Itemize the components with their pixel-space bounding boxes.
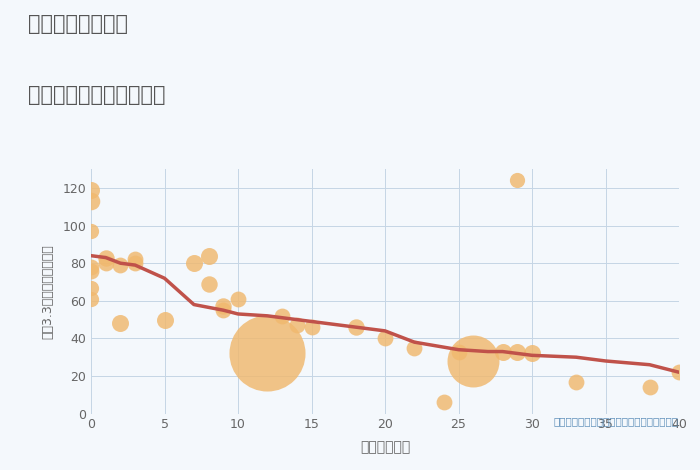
Point [85,267,97,274]
Point [276,312,288,320]
Point [409,344,420,352]
Y-axis label: 坪（3.3㎡）単価（万円）: 坪（3.3㎡）単価（万円） [41,244,54,339]
Text: 円の大きさは、取引のあった物件面積を示す: 円の大きさは、取引のあった物件面積を示す [554,416,679,426]
Point [115,261,126,269]
Point [291,321,302,329]
Point [188,259,199,267]
Point [350,323,361,331]
Point [526,350,538,357]
Point [130,256,141,263]
Point [85,227,97,235]
Point [159,316,170,323]
Text: 兵庫県姫路市継の: 兵庫県姫路市継の [28,14,128,34]
Point [512,177,523,184]
Point [85,186,97,194]
Point [468,357,479,365]
Point [85,284,97,291]
Point [100,259,111,267]
Point [232,295,244,303]
Point [438,399,449,406]
Point [218,303,229,310]
Point [203,252,214,259]
Point [497,348,508,355]
Point [85,197,97,205]
Point [306,323,317,331]
X-axis label: 築年数（年）: 築年数（年） [360,440,410,454]
Point [262,350,273,357]
Point [644,384,655,391]
Point [115,320,126,327]
Text: 築年数別中古戸建て価格: 築年数別中古戸建て価格 [28,85,165,105]
Point [570,378,582,385]
Point [673,368,685,376]
Point [203,280,214,288]
Point [218,306,229,314]
Point [100,254,111,261]
Point [379,335,391,342]
Point [130,259,141,267]
Point [512,348,523,355]
Point [85,263,97,271]
Point [453,348,464,355]
Point [85,295,97,303]
